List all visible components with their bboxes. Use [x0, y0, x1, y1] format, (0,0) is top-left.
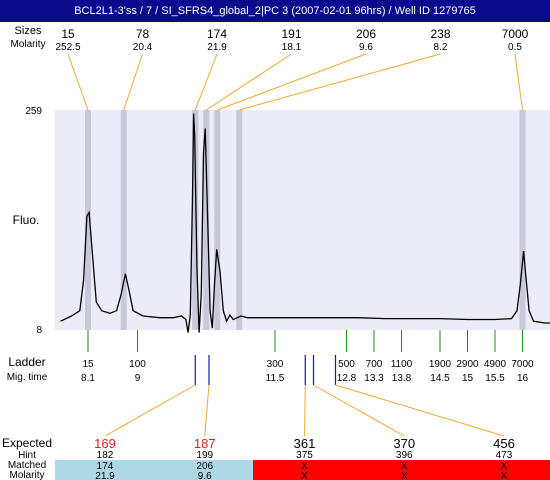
peak-connector — [67, 53, 89, 111]
expected-connector — [304, 384, 306, 437]
ladder-size-label: 15 — [82, 359, 94, 370]
peak-size-label: 238 — [430, 27, 450, 41]
ladder-time-label: 14.5 — [430, 373, 450, 384]
expected-connector — [313, 384, 405, 437]
peak-connector — [514, 53, 523, 111]
hint-value: 199 — [196, 450, 213, 461]
hint-label: Hint — [18, 450, 36, 461]
peak-size-label: 191 — [281, 27, 301, 41]
trace-group — [60, 113, 550, 333]
peak-molarity-label: 9.6 — [359, 42, 373, 53]
matched-value: X — [501, 461, 508, 472]
peak-size-label: 174 — [207, 27, 227, 41]
y-axis: 259 Fluo. 8 — [13, 106, 43, 336]
ladder-time-label: 13.3 — [364, 373, 384, 384]
peak-size-label: 15 — [61, 27, 75, 41]
peak-molarity-label: 21.9 — [207, 42, 227, 53]
matched-good-bar — [55, 460, 253, 480]
matched-bad-bar — [253, 460, 550, 480]
matched-value: 206 — [196, 461, 213, 472]
ladder-size-label: 500 — [338, 359, 355, 370]
peak-size-label: 78 — [136, 27, 150, 41]
ladder-time-label: 9 — [135, 373, 141, 384]
chart-title: BCL2L1-3'ss / 7 / SI_SFRS4_global_2|PC 3… — [0, 0, 550, 22]
hint-value: 396 — [396, 450, 413, 461]
expected-value: 361 — [294, 436, 316, 451]
hint-value: 473 — [496, 450, 513, 461]
peak-connector — [205, 53, 292, 111]
expected-connectors — [104, 384, 505, 437]
expected-label: Expected — [2, 436, 52, 450]
molarity-value: 21.9 — [95, 471, 115, 480]
expected-connector — [104, 384, 196, 437]
peak-molarity-label: 18.1 — [282, 42, 302, 53]
ladder-time-label: 15 — [462, 373, 474, 384]
matched-label: Matched — [8, 460, 46, 471]
molarity-header-label: Molarity — [10, 39, 45, 50]
matched-value: X — [401, 461, 408, 472]
peak-molarity-label: 0.5 — [508, 42, 522, 53]
expected-table: Expected Hint Matched Molarity 169182174… — [2, 436, 550, 480]
ladder-size-label: 1900 — [429, 359, 452, 370]
peak-connector — [217, 53, 367, 111]
peak-size-label: 206 — [356, 27, 376, 41]
peak-size-label: 7000 — [502, 27, 529, 41]
ladder-time-label: 12.8 — [337, 373, 357, 384]
peak-band — [519, 110, 526, 330]
molarity-label: Molarity — [9, 470, 44, 480]
ladder-time-label: 16 — [517, 373, 529, 384]
matched-value: X — [301, 461, 308, 472]
expected-value: 370 — [393, 436, 415, 451]
peak-connectors — [67, 53, 523, 111]
ladder-time-label: 8.1 — [81, 373, 95, 384]
y-axis-label: Fluo. — [13, 213, 40, 227]
y-tick-bottom: 8 — [36, 325, 42, 336]
peak-band — [192, 110, 199, 330]
expected-connector — [204, 384, 210, 437]
peak-connector — [123, 53, 143, 111]
hint-value: 375 — [296, 450, 313, 461]
molarity-value: X — [401, 471, 408, 480]
ladder-axis: Ladder Mig. time 15 8.1 100 9 300 11.5 500 12.8… — [7, 330, 534, 384]
ladder-size-label: 7000 — [511, 359, 534, 370]
hint-value: 182 — [97, 450, 114, 461]
ladder-size-label: 700 — [366, 359, 383, 370]
electropherogram-trace — [60, 113, 550, 333]
ladder-size-label: 4900 — [484, 359, 507, 370]
ladder-time-label: 13.8 — [392, 373, 412, 384]
peak-connector — [239, 53, 441, 111]
ladder-size-label: 300 — [267, 359, 284, 370]
expected-connector — [335, 384, 505, 437]
expected-value: 169 — [94, 436, 116, 451]
sizes-header-label: Sizes — [15, 25, 42, 37]
matched-value: 174 — [97, 461, 114, 472]
peak-molarity-label: 20.4 — [133, 42, 153, 53]
peak-band — [120, 110, 127, 330]
migration-markers — [194, 355, 337, 385]
mig-time-label: Mig. time — [7, 372, 48, 383]
peak-molarity-label: 8.2 — [434, 42, 448, 53]
peak-band — [236, 110, 243, 330]
plot-area — [55, 110, 550, 330]
molarity-value: X — [501, 471, 508, 480]
peak-band — [214, 110, 221, 330]
peak-molarity-label: 252.5 — [55, 42, 80, 53]
expected-value: 187 — [194, 436, 216, 451]
ladder-size-label: 100 — [129, 359, 146, 370]
expected-value: 456 — [493, 436, 515, 451]
ladder-time-label: 15.5 — [485, 373, 505, 384]
ladder-size-label: 2900 — [456, 359, 479, 370]
ladder-label: Ladder — [8, 355, 45, 369]
y-tick-top: 259 — [25, 106, 42, 117]
ladder-time-label: 11.5 — [266, 373, 285, 384]
peak-band — [203, 110, 210, 330]
ladder-size-label: 1100 — [391, 359, 413, 370]
molarity-value: X — [301, 471, 308, 480]
peak-bands — [85, 110, 526, 330]
molarity-value: 9.6 — [198, 471, 212, 480]
peak-band — [85, 110, 91, 330]
peak-connector — [194, 53, 218, 111]
